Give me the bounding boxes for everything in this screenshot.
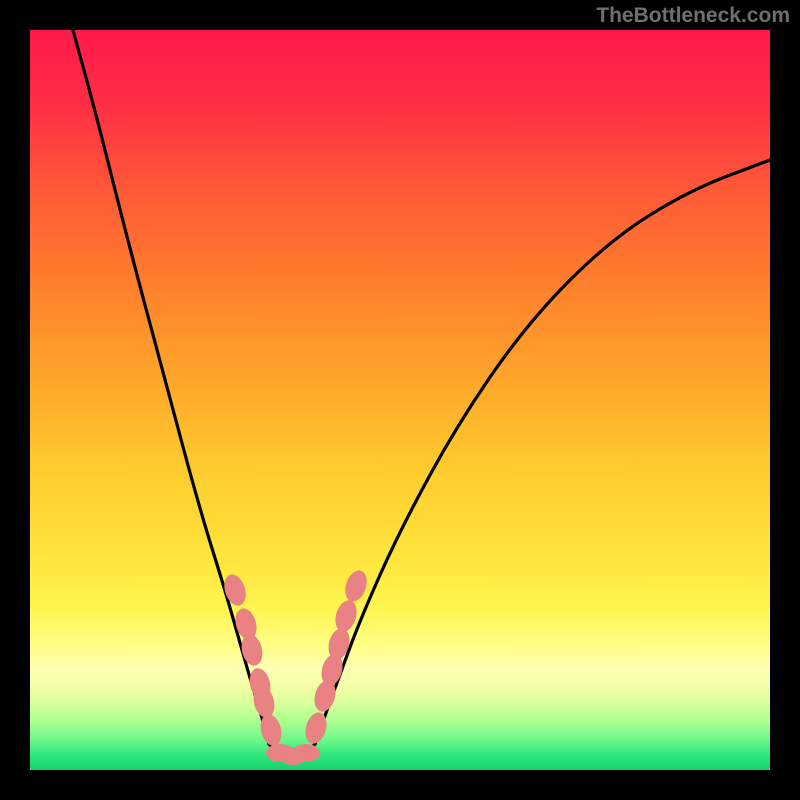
curve-left-branch <box>70 30 269 744</box>
marker-dot <box>239 632 266 668</box>
marker-dot <box>221 572 250 609</box>
curve-overlay <box>30 30 770 770</box>
plot-area <box>30 30 770 770</box>
markers-group <box>221 568 371 765</box>
curve-right-branch <box>315 160 770 744</box>
marker-dot <box>292 744 320 762</box>
watermark-text: TheBottleneck.com <box>596 4 790 28</box>
marker-dot <box>341 568 370 605</box>
